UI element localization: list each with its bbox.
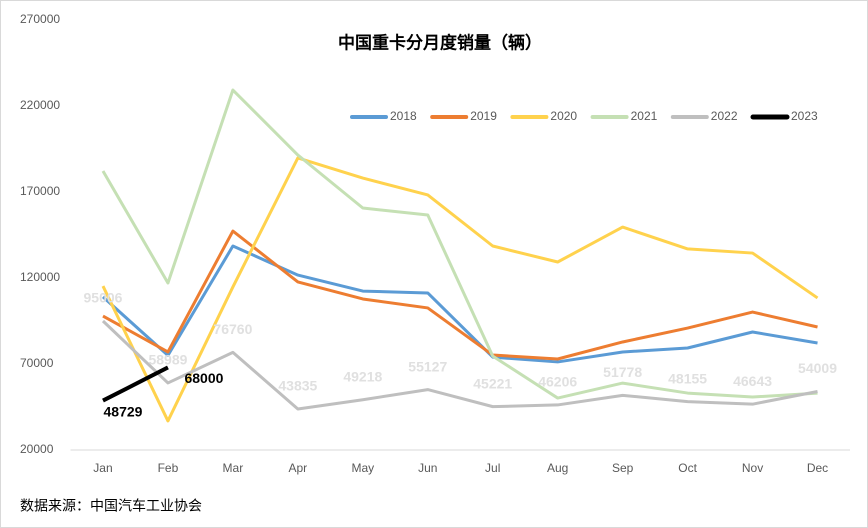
legend-label: 2019 <box>470 109 497 123</box>
data-label: 43835 <box>278 378 317 394</box>
series-line <box>101 156 819 423</box>
data-label: 58989 <box>148 352 187 368</box>
series-line <box>101 319 818 411</box>
data-label: 55127 <box>408 358 447 374</box>
data-label: 54009 <box>798 360 837 376</box>
series-line <box>101 88 818 400</box>
x-tick-label: Jun <box>418 461 437 475</box>
x-tick-label: Dec <box>807 461 828 475</box>
x-tick-label: Jul <box>485 461 500 475</box>
data-label: 48155 <box>668 370 707 386</box>
x-tick-label: May <box>351 461 374 475</box>
x-tick-label: Sep <box>612 461 634 475</box>
x-tick-label: Mar <box>223 461 244 475</box>
y-tick-label: 20000 <box>20 442 54 456</box>
data-label: 95006 <box>84 290 123 306</box>
legend-label: 2023 <box>791 109 818 123</box>
y-tick-label: 120000 <box>20 270 60 284</box>
data-label: 48729 <box>104 403 143 419</box>
data-label: 49218 <box>343 368 382 384</box>
source-note: 数据来源：中国汽车工业协会 <box>20 498 202 514</box>
legend-label: 2018 <box>390 109 417 123</box>
chart-title: 中国重卡分月度销量（辆） <box>338 32 542 52</box>
series-line <box>101 244 818 364</box>
data-label: 46206 <box>538 374 577 390</box>
legend-label: 2020 <box>550 109 577 123</box>
x-tick-label: Oct <box>678 461 697 475</box>
data-label: 45221 <box>473 375 512 391</box>
y-tick-label: 170000 <box>20 184 60 198</box>
legend-label: 2021 <box>631 109 658 123</box>
y-tick-label: 270000 <box>20 12 60 26</box>
x-tick-label: Aug <box>547 461 568 475</box>
series-line <box>102 229 818 361</box>
legend-label: 2022 <box>711 109 738 123</box>
x-tick-label: Feb <box>158 461 179 475</box>
data-label: 51778 <box>603 364 642 380</box>
data-label: 68000 <box>184 370 223 386</box>
x-tick-label: Apr <box>289 461 308 475</box>
y-tick-label: 70000 <box>20 356 54 370</box>
series-line <box>102 365 169 403</box>
data-label: 76760 <box>213 321 252 337</box>
data-label: 46643 <box>733 373 772 389</box>
y-tick-label: 220000 <box>20 98 60 112</box>
x-tick-label: Nov <box>742 461 763 475</box>
x-tick-label: Jan <box>93 461 112 475</box>
